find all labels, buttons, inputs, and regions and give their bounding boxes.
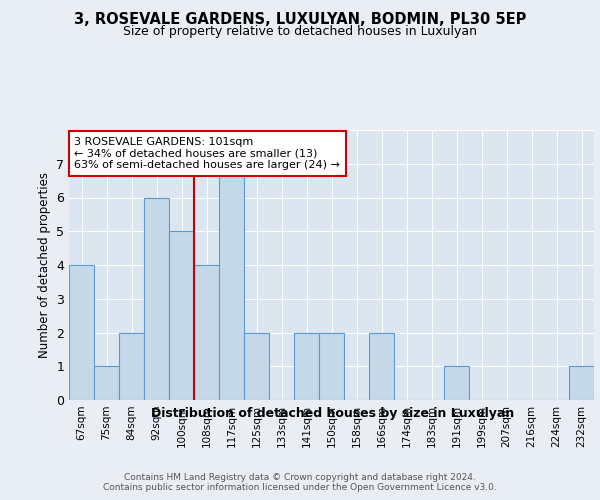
Bar [569,366,594,400]
Bar [94,366,119,400]
Bar [319,332,344,400]
Text: Contains HM Land Registry data © Crown copyright and database right 2024.
Contai: Contains HM Land Registry data © Crown c… [103,473,497,492]
Text: Distribution of detached houses by size in Luxulyan: Distribution of detached houses by size … [151,408,515,420]
Text: 3 ROSEVALE GARDENS: 101sqm
← 34% of detached houses are smaller (13)
63% of semi: 3 ROSEVALE GARDENS: 101sqm ← 34% of deta… [74,136,340,170]
Bar [69,265,94,400]
Bar [294,332,319,400]
Bar [369,332,394,400]
Bar [244,332,269,400]
Y-axis label: Number of detached properties: Number of detached properties [38,172,50,358]
Bar [169,231,194,400]
Bar [219,164,244,400]
Bar [444,366,469,400]
Bar [194,265,219,400]
Text: Size of property relative to detached houses in Luxulyan: Size of property relative to detached ho… [123,25,477,38]
Bar [144,198,169,400]
Bar [119,332,144,400]
Text: 3, ROSEVALE GARDENS, LUXULYAN, BODMIN, PL30 5EP: 3, ROSEVALE GARDENS, LUXULYAN, BODMIN, P… [74,12,526,28]
